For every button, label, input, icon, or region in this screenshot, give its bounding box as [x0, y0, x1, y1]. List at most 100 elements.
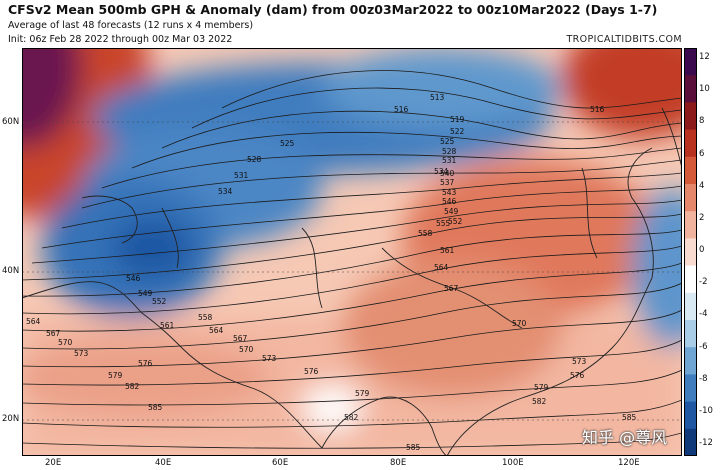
contour-label: 573 [262, 354, 277, 363]
contour-label: 519 [450, 115, 465, 124]
contour-label: 579 [355, 389, 370, 398]
colorbar-swatch [684, 292, 697, 321]
contour-label: 573 [572, 357, 587, 366]
colorbar-label: 2 [699, 212, 705, 223]
colorbar-label: -6 [699, 341, 708, 352]
colorbar-swatch [684, 184, 697, 212]
contour-label: 582 [344, 413, 359, 422]
colorbar-swatch [684, 347, 697, 375]
colorbar-label: 8 [699, 116, 705, 127]
contour-label: 513 [430, 93, 445, 102]
colorbar-swatch [684, 374, 697, 403]
contour-label: 525 [280, 139, 295, 148]
contour-label: 576 [570, 371, 585, 380]
site-credit: TROPICALTIDBITS.COM [566, 34, 682, 45]
lat-label: 20N [2, 414, 20, 424]
contour-label: 567 [233, 334, 248, 343]
colorbar [684, 48, 697, 456]
colorbar-swatch [684, 428, 697, 456]
contour-label: 534 [434, 167, 449, 176]
contour-label: 564 [26, 317, 41, 326]
contour-label: 543 [442, 188, 457, 197]
contour-label: 561 [160, 321, 175, 330]
colorbar-label: -12 [699, 438, 713, 448]
lon-label: 60E [272, 458, 289, 468]
lon-label: 100E [502, 458, 524, 468]
colorbar-label: 0 [699, 245, 705, 255]
colorbar-label: 6 [699, 148, 705, 159]
colorbar-label: 4 [699, 180, 705, 191]
contour-label: 531 [234, 171, 249, 180]
contour-label: 564 [209, 326, 224, 335]
contour-label: 537 [440, 178, 455, 187]
colorbar-swatch [684, 320, 697, 348]
contour-label: 579 [108, 371, 123, 380]
contour-label: 558 [198, 313, 213, 322]
contour-label: 585 [148, 403, 163, 412]
colorbar-label: -2 [699, 277, 708, 288]
contour-label: 552 [152, 297, 167, 306]
contour-label: 546 [442, 197, 457, 206]
contour-label: 576 [138, 359, 153, 368]
colorbar-label: -10 [699, 405, 713, 416]
colorbar-label: -8 [699, 373, 708, 384]
contour-label: 567 [46, 329, 61, 338]
height-contours [22, 70, 682, 449]
contour-label: 585 [622, 413, 637, 422]
colorbar-swatch [684, 211, 697, 239]
chart-subtitle-forecasts: Average of last 48 forecasts (12 runs x … [8, 20, 254, 31]
contour-label: 582 [532, 397, 547, 406]
colorbar-frame [684, 48, 697, 456]
lon-label: 40E [155, 458, 172, 468]
colorbar-swatch [684, 48, 697, 76]
colorbar-swatch [684, 156, 697, 185]
coastlines [22, 107, 682, 456]
lat-label: 60N [2, 117, 20, 127]
contour-label: 525 [440, 137, 455, 146]
contour-label: 534 [218, 187, 233, 196]
contour-label: 567 [444, 284, 459, 293]
contour-label: 528 [442, 147, 457, 156]
contour-label: 558 [418, 229, 433, 238]
contour-label: 564 [434, 263, 449, 272]
contour-label: 573 [74, 349, 89, 358]
contour-label: 570 [239, 345, 254, 354]
colorbar-label: 10 [699, 84, 710, 95]
contour-label: 546 [126, 274, 141, 283]
colorbar-swatch [684, 75, 697, 103]
contour-label: 516 [394, 105, 409, 114]
watermark: 知乎 @尊风 [582, 428, 668, 447]
colorbar-swatch [684, 401, 697, 430]
contour-label: 552 [448, 217, 463, 226]
chart-title: CFSv2 Mean 500mb GPH & Anomaly (dam) fro… [8, 2, 658, 17]
colorbar-swatch [684, 102, 697, 131]
lon-label: 80E [390, 458, 407, 468]
contour-label: 522 [450, 127, 465, 136]
contour-label: 570 [58, 338, 73, 347]
contour-label: 576 [304, 367, 319, 376]
colorbar-swatch [684, 265, 697, 294]
colorbar-label: -4 [699, 309, 708, 320]
colorbar-label: 12 [699, 52, 710, 62]
contour-label: 579 [534, 383, 549, 392]
grid-lines [22, 121, 682, 421]
contour-label: 582 [125, 382, 140, 391]
contour-label: 549 [138, 289, 153, 298]
contour-label: 540 [440, 169, 455, 178]
contour-label: 561 [440, 246, 455, 255]
contour-label: 555 [436, 219, 451, 228]
lon-label: 120E [618, 458, 640, 468]
contour-label: 570 [512, 319, 527, 328]
contour-label: 549 [444, 207, 459, 216]
lat-label: 40N [2, 266, 20, 276]
chart-subtitle-init: Init: 06z Feb 28 2022 through 00z Mar 03… [8, 34, 233, 45]
contour-label: 585 [406, 443, 421, 452]
contour-label: 531 [442, 156, 457, 165]
contour-label: 516 [590, 105, 605, 114]
anomaly-map: 513 516 516 519 522 525 525 528 528 531 … [22, 48, 682, 456]
colorbar-swatch [684, 238, 697, 267]
lon-label: 20E [45, 458, 62, 468]
colorbar-swatch [684, 129, 697, 158]
contour-labels: 513 516 516 519 522 525 525 528 528 531 … [26, 93, 637, 452]
contour-label: 528 [247, 155, 262, 164]
